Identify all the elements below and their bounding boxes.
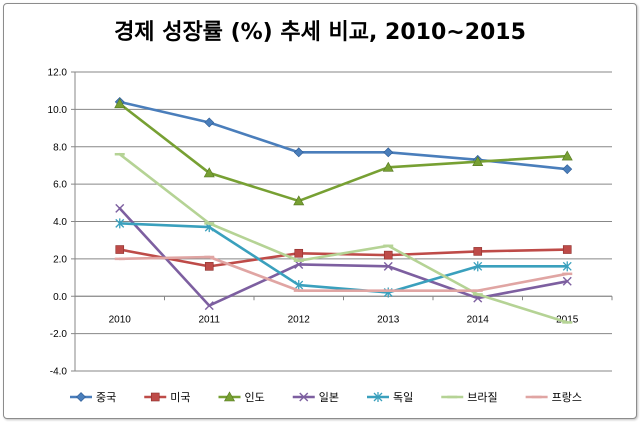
legend-item: 일본 bbox=[292, 390, 339, 404]
data-point bbox=[114, 98, 126, 109]
y-tick-label: 8.0 bbox=[53, 142, 67, 153]
legend-item: 중국 bbox=[70, 391, 116, 404]
data-point bbox=[204, 262, 214, 271]
x-tick-label: 2012 bbox=[288, 314, 311, 325]
legend-label: 프랑스 bbox=[552, 391, 582, 404]
data-point bbox=[293, 195, 305, 206]
series-line bbox=[118, 255, 569, 292]
legend-item: 독일 bbox=[367, 390, 413, 404]
data-point bbox=[76, 392, 86, 402]
series-5 bbox=[114, 152, 573, 324]
data-point bbox=[562, 164, 573, 175]
data-point bbox=[294, 280, 304, 291]
data-point bbox=[561, 150, 573, 161]
data-point bbox=[203, 167, 215, 178]
y-tick-label: 6.0 bbox=[53, 180, 67, 191]
data-point bbox=[373, 392, 383, 402]
data-point bbox=[223, 391, 236, 402]
y-tick-label: 0.0 bbox=[53, 292, 67, 303]
data-point bbox=[562, 261, 572, 272]
data-point bbox=[204, 117, 215, 128]
data-point bbox=[115, 203, 125, 213]
series-line bbox=[118, 222, 569, 294]
data-point bbox=[204, 301, 214, 311]
series-line bbox=[118, 152, 569, 324]
series-6 bbox=[114, 255, 573, 292]
y-tick-label: 2.0 bbox=[53, 254, 67, 265]
data-point bbox=[383, 250, 393, 260]
data-point bbox=[299, 392, 309, 402]
legend-item: 인도 bbox=[218, 391, 265, 404]
y-tick-label: -2.0 bbox=[50, 329, 68, 340]
legend-label: 브라질 bbox=[467, 391, 497, 404]
series-0 bbox=[114, 96, 573, 175]
y-tick-label: 12.0 bbox=[48, 68, 68, 79]
y-tick-label: 10.0 bbox=[48, 105, 68, 116]
data-point bbox=[115, 218, 125, 229]
data-point bbox=[473, 247, 483, 256]
data-point bbox=[562, 245, 572, 254]
y-tick-label: 4.0 bbox=[53, 217, 67, 228]
series-line bbox=[118, 207, 569, 307]
y-tick-label: -4.0 bbox=[50, 367, 68, 378]
x-tick-label: 2011 bbox=[198, 314, 220, 325]
data-point bbox=[382, 161, 394, 172]
data-point bbox=[115, 245, 125, 254]
legend-item: 프랑스 bbox=[525, 391, 582, 404]
series-2 bbox=[114, 98, 573, 206]
x-tick-label: 2013 bbox=[377, 314, 400, 325]
legend-label: 중국 bbox=[96, 391, 116, 404]
legend-item: 미국 bbox=[144, 391, 191, 404]
x-tick-label: 2014 bbox=[467, 314, 490, 325]
data-point bbox=[473, 261, 483, 272]
data-point bbox=[472, 156, 484, 166]
data-point bbox=[383, 147, 394, 158]
data-point bbox=[293, 147, 304, 158]
legend-label: 독일 bbox=[393, 390, 413, 404]
data-point bbox=[294, 248, 304, 258]
legend-item: 브라질 bbox=[441, 391, 498, 404]
legend-label: 일본 bbox=[319, 390, 339, 404]
series-line bbox=[118, 102, 569, 203]
x-tick-label: 2015 bbox=[556, 314, 579, 325]
x-tick-label: 2010 bbox=[109, 314, 132, 325]
data-point bbox=[150, 392, 160, 402]
chart-title: 경제 성장률 (%) 추세 비교, 2010~2015 bbox=[114, 20, 526, 45]
data-point bbox=[383, 261, 393, 271]
legend-label: 인도 bbox=[245, 391, 265, 404]
data-point bbox=[562, 276, 572, 286]
legend-label: 미국 bbox=[170, 391, 190, 404]
